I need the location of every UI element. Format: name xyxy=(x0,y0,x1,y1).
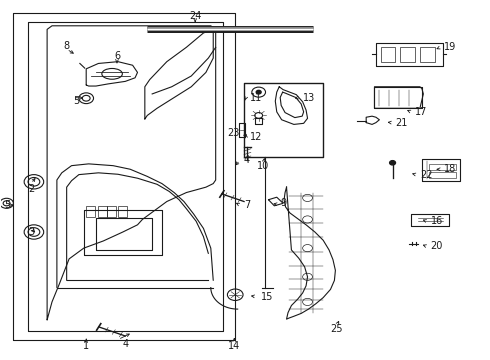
Text: 8: 8 xyxy=(64,41,70,50)
Text: 4: 4 xyxy=(244,155,250,165)
Text: 6: 6 xyxy=(114,51,120,61)
Text: 25: 25 xyxy=(331,324,343,334)
Text: 21: 21 xyxy=(395,118,408,128)
Text: 12: 12 xyxy=(250,132,262,142)
Text: 18: 18 xyxy=(444,164,457,174)
Bar xyxy=(86,206,95,217)
Text: 16: 16 xyxy=(431,216,443,226)
Bar xyxy=(429,164,456,170)
Bar xyxy=(381,47,395,62)
Text: 24: 24 xyxy=(189,11,201,21)
Text: 7: 7 xyxy=(244,200,250,210)
Bar xyxy=(98,206,107,217)
Circle shape xyxy=(390,161,395,165)
Bar xyxy=(400,47,415,62)
Bar xyxy=(420,47,435,62)
Text: 5: 5 xyxy=(4,200,11,210)
Bar xyxy=(107,206,116,217)
Text: 22: 22 xyxy=(420,170,432,180)
Text: 13: 13 xyxy=(303,93,315,103)
Text: 19: 19 xyxy=(444,42,457,52)
Bar xyxy=(429,172,456,178)
Text: 14: 14 xyxy=(228,341,241,351)
Text: 1: 1 xyxy=(83,341,89,351)
Text: 23: 23 xyxy=(227,129,239,138)
Text: 2: 2 xyxy=(28,184,34,194)
Text: 20: 20 xyxy=(431,241,443,251)
Text: 3: 3 xyxy=(28,227,34,237)
Circle shape xyxy=(256,90,261,94)
Text: 15: 15 xyxy=(261,292,273,302)
Text: 10: 10 xyxy=(257,161,270,171)
Text: 5: 5 xyxy=(73,96,79,106)
Text: 17: 17 xyxy=(415,107,427,117)
Text: 11: 11 xyxy=(250,93,262,103)
Bar xyxy=(118,206,127,217)
Text: 9: 9 xyxy=(280,198,286,208)
Text: 4: 4 xyxy=(122,339,128,349)
